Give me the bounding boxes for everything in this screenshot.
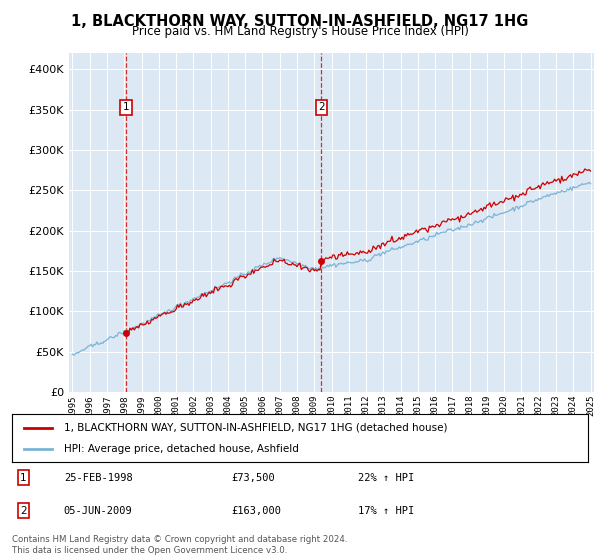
- Text: £73,500: £73,500: [231, 473, 275, 483]
- Text: Contains HM Land Registry data © Crown copyright and database right 2024.: Contains HM Land Registry data © Crown c…: [12, 535, 347, 544]
- Text: 1, BLACKTHORN WAY, SUTTON-IN-ASHFIELD, NG17 1HG: 1, BLACKTHORN WAY, SUTTON-IN-ASHFIELD, N…: [71, 14, 529, 29]
- Text: 22% ↑ HPI: 22% ↑ HPI: [358, 473, 414, 483]
- Text: 1: 1: [123, 102, 130, 113]
- Text: 25-FEB-1998: 25-FEB-1998: [64, 473, 133, 483]
- Text: 05-JUN-2009: 05-JUN-2009: [64, 506, 133, 516]
- Text: 17% ↑ HPI: 17% ↑ HPI: [358, 506, 414, 516]
- Text: This data is licensed under the Open Government Licence v3.0.: This data is licensed under the Open Gov…: [12, 546, 287, 555]
- Text: 2: 2: [20, 506, 27, 516]
- Text: £163,000: £163,000: [231, 506, 281, 516]
- Text: 2: 2: [318, 102, 325, 113]
- Text: 1: 1: [20, 473, 27, 483]
- Text: Price paid vs. HM Land Registry's House Price Index (HPI): Price paid vs. HM Land Registry's House …: [131, 25, 469, 38]
- Text: HPI: Average price, detached house, Ashfield: HPI: Average price, detached house, Ashf…: [64, 444, 299, 454]
- Text: 1, BLACKTHORN WAY, SUTTON-IN-ASHFIELD, NG17 1HG (detached house): 1, BLACKTHORN WAY, SUTTON-IN-ASHFIELD, N…: [64, 423, 448, 433]
